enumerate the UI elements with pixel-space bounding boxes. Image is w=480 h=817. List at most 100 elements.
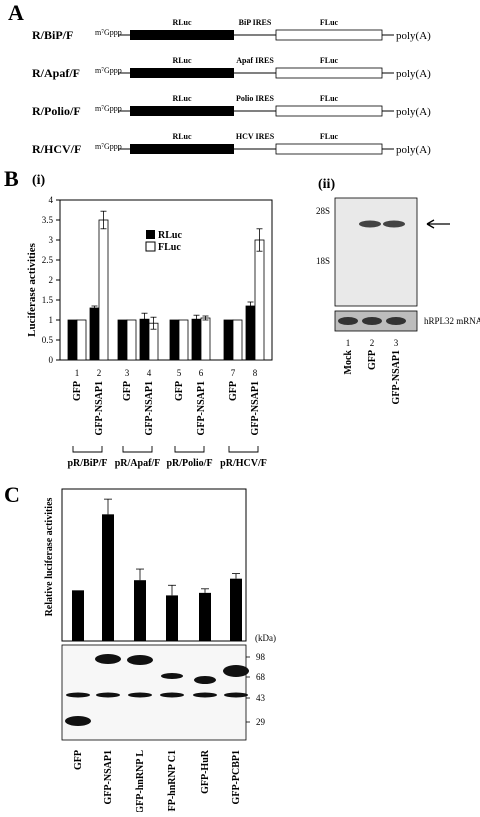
fluc-box xyxy=(275,105,383,117)
loading-band-3 xyxy=(386,317,406,325)
relative-bar xyxy=(199,592,211,641)
chart1-lane-labels: 1 GFP 2 GFP-NSAP1 3 GFP 4 GFP-NSAP1 5 GFP 6 GFP-NSA… xyxy=(72,368,261,435)
endogenous-band xyxy=(193,692,217,698)
chart2-lane-label: GFP-hnRNP L xyxy=(135,750,146,812)
loading-label: hRPL32 mRNA xyxy=(424,316,480,326)
lane-number: 1 xyxy=(75,368,80,378)
fluc-bar xyxy=(126,319,137,361)
rluc-bar xyxy=(169,319,180,361)
chart2-lane-label: GFP-PCBP1 xyxy=(231,750,242,804)
rluc-bar xyxy=(117,319,128,361)
hnrnp-l-band xyxy=(127,655,153,665)
panel-b-sub-i: (i) xyxy=(32,173,46,188)
legend-fluc-label: FLuc xyxy=(158,242,181,253)
hnrnp-c1-band xyxy=(161,673,183,679)
cap-label: m⁷Gppp xyxy=(95,66,122,75)
lane-number: 7 xyxy=(231,368,236,378)
legend-fluc-swatch xyxy=(145,241,156,252)
cap-label: m⁷Gppp xyxy=(95,104,122,113)
chart2-lane-label: GFP xyxy=(73,750,84,770)
blot-lane-number: 1 xyxy=(346,338,351,348)
rluc-box xyxy=(130,106,234,116)
mw-markers: 98 68 43 29 xyxy=(246,652,266,727)
fluc-bar xyxy=(254,239,265,361)
lane-number: 6 xyxy=(199,368,204,378)
western-membrane xyxy=(61,644,247,741)
blot-lane-number: 3 xyxy=(394,338,399,348)
fluc-bar xyxy=(76,319,87,361)
y-tick-label: 4 xyxy=(49,195,54,205)
loading-band-2 xyxy=(362,317,382,325)
northern-blot: 28S 18S hRPL32 mRNA xyxy=(316,197,480,332)
rluc-bar xyxy=(223,319,234,361)
construct-name: R/HCV/F xyxy=(32,142,81,156)
y-tick-label: 2 xyxy=(49,275,54,285)
chart2-lane-label: GFP-HuR xyxy=(200,749,211,794)
panel-a-letter: A xyxy=(8,0,24,25)
legend-rluc-swatch xyxy=(146,230,155,239)
lane-number: 2 xyxy=(97,368,102,378)
endogenous-band xyxy=(160,692,184,698)
chart1-ylabel: Luciferase activities xyxy=(26,242,38,336)
mw-label: 68 xyxy=(256,672,266,682)
construct-name: R/Apaf/F xyxy=(32,66,80,80)
lane-label: GFP-NSAP1 xyxy=(196,381,207,435)
chart2-frame xyxy=(61,488,247,642)
group-bracket xyxy=(122,446,153,453)
marker-18s: 18S xyxy=(316,256,330,266)
relative-bar xyxy=(134,580,146,641)
blot-lane-labels: 1 Mock 2 GFP 3 GFP-NSAP1 xyxy=(343,338,402,404)
fluc-bar xyxy=(200,317,211,361)
loading-band-1 xyxy=(338,317,358,325)
group-label: pR/BiP/F xyxy=(67,458,107,469)
polya-label: poly(A) xyxy=(396,106,431,118)
marker-28s: 28S xyxy=(316,206,330,216)
chart2-ylabel: Relative luciferase activities xyxy=(44,497,55,616)
fluc-label: FLuc xyxy=(320,132,339,141)
relative-luciferase-chart: Relative luciferase activities xyxy=(44,488,247,642)
lane-number: 4 xyxy=(147,368,152,378)
ires-label: HCV IRES xyxy=(236,132,275,141)
y-tick-label: 2.5 xyxy=(42,255,54,265)
rluc-label: RLuc xyxy=(172,18,192,27)
endogenous-band xyxy=(96,692,120,698)
cap-label: m⁷Gppp xyxy=(95,142,122,151)
group-bracket xyxy=(174,446,205,453)
mw-label: 43 xyxy=(256,693,266,703)
lane-number: 8 xyxy=(253,368,258,378)
gfp-band xyxy=(65,716,91,726)
relative-bar xyxy=(72,590,84,641)
group-label: pR/HCV/F xyxy=(220,458,267,469)
ires-label: Apaf IRES xyxy=(236,56,274,65)
group-label: pR/Apaf/F xyxy=(115,458,161,469)
y-tick-label: 0.5 xyxy=(42,335,54,345)
western-blot: (kDa) 98 68 43 29 xyxy=(61,633,276,741)
lane-label: GFP xyxy=(72,381,83,401)
panel-b-letter: B xyxy=(4,166,19,191)
y-tick-label: 3 xyxy=(49,235,54,245)
fluc-label: FLuc xyxy=(320,94,339,103)
relative-bar xyxy=(230,578,242,641)
chart1-y-ticks: 0 0.5 1 1.5 2 2.5 3 3.5 4 xyxy=(42,195,60,365)
rluc-bar xyxy=(67,319,78,361)
ires-label: Polio IRES xyxy=(236,94,275,103)
mw-label: 98 xyxy=(256,652,266,662)
fluc-label: FLuc xyxy=(320,18,339,27)
chart2-lane-labels: GFP GFP-NSAP1 GFP-hnRNP L GFP-hnRNP C1 GFP-H… xyxy=(73,749,242,817)
legend-rluc-label: RLuc xyxy=(158,230,182,241)
polya-label: poly(A) xyxy=(396,144,431,156)
rluc-bar xyxy=(245,305,256,361)
panel-b-sub-ii: (ii) xyxy=(318,177,335,192)
construct-name: R/BiP/F xyxy=(32,28,73,42)
lane-label: GFP-NSAP1 xyxy=(144,381,155,435)
rluc-label: RLuc xyxy=(172,94,192,103)
rluc-box xyxy=(130,30,234,40)
rluc-label: RLuc xyxy=(172,132,192,141)
chart1-group-labels: pR/BiP/F pR/Apaf/F pR/Polio/F pR/HCV/F xyxy=(67,446,267,469)
blot-lane-label: GFP xyxy=(367,350,378,370)
blot-lane-number: 2 xyxy=(370,338,375,348)
construct-diagrams: R/BiP/F m⁷Gppp poly(A) RLuc BiP IRES FLuc R/Ap… xyxy=(32,18,431,156)
relative-bar xyxy=(102,514,114,641)
y-tick-label: 1 xyxy=(49,315,54,325)
